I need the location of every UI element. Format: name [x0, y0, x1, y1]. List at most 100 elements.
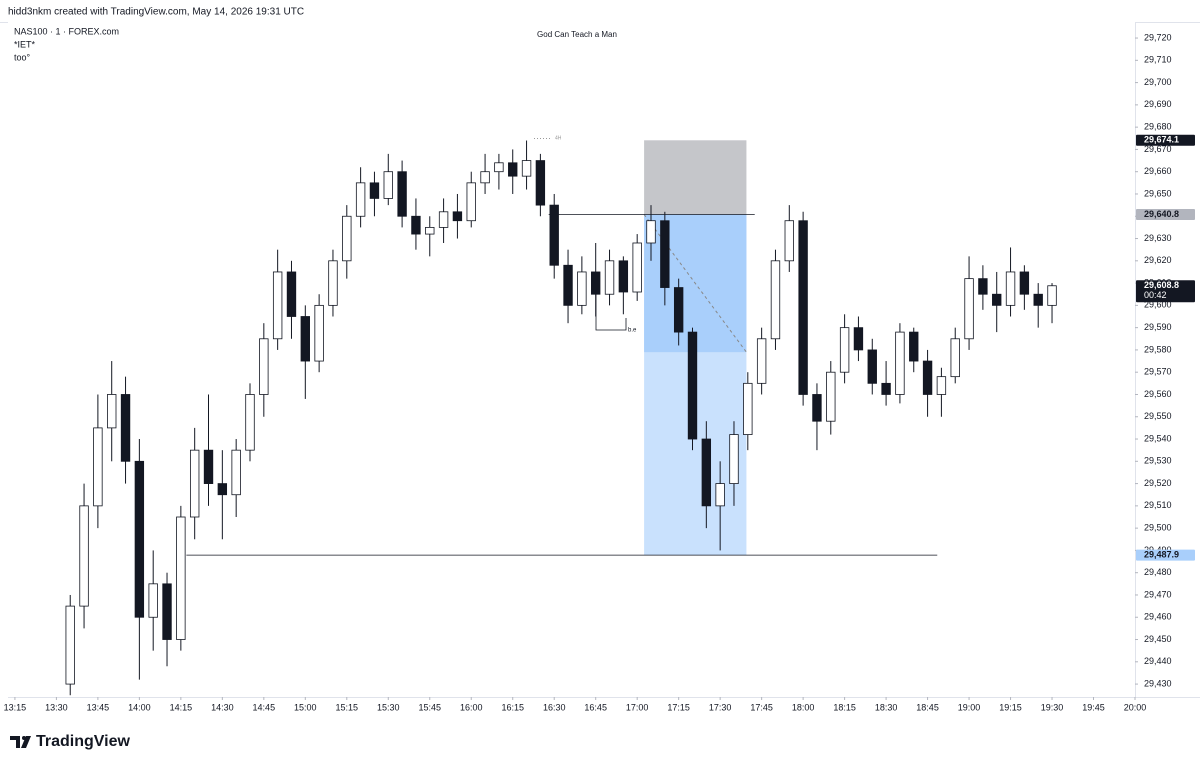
y-tick-label: 29,680	[1144, 122, 1172, 132]
y-tick-label: 29,570	[1144, 367, 1172, 377]
y-tick-label: 29,600	[1144, 300, 1172, 310]
candle-body	[673, 287, 684, 333]
y-tick-label: 29,550	[1144, 411, 1172, 421]
candle-body	[978, 278, 988, 295]
candle-body	[535, 160, 546, 206]
candle-body	[1047, 285, 1057, 306]
candle-body	[162, 583, 172, 640]
candle-body	[812, 394, 822, 422]
candle-body	[687, 331, 698, 440]
candle-body	[508, 162, 518, 177]
candle-body	[950, 338, 960, 378]
x-tick-label: 15:30	[377, 702, 400, 712]
legend-indicator: too°	[14, 52, 31, 62]
x-tick-label: 16:00	[460, 702, 483, 712]
x-tick-label: 19:15	[999, 702, 1022, 712]
y-tick-label: 29,630	[1144, 233, 1172, 243]
x-tick-label: 18:45	[916, 702, 939, 712]
candle-body	[328, 260, 338, 306]
x-tick-label: 16:30	[543, 702, 566, 712]
candle-body	[189, 449, 200, 518]
candle-body	[342, 215, 352, 262]
price-label-bg	[1136, 549, 1195, 561]
y-tick-label: 29,470	[1144, 589, 1172, 599]
candle-body	[79, 505, 89, 607]
candle-body	[148, 583, 158, 618]
y-tick-label: 29,500	[1144, 523, 1172, 533]
candle-body	[798, 220, 808, 395]
price-label-countdown: 00:42	[1144, 290, 1167, 300]
x-tick-label: 19:30	[1041, 702, 1064, 712]
candle-body	[397, 171, 407, 217]
x-tick-label: 15:15	[336, 702, 359, 712]
candle-body	[383, 171, 393, 199]
candle-body	[826, 371, 836, 422]
candle-body	[494, 162, 504, 173]
legend-symbol: NAS100 · 1 · FOREX.com	[14, 26, 119, 36]
candle-body	[881, 382, 891, 395]
y-tick-label: 29,710	[1144, 55, 1172, 65]
candle-body	[867, 349, 877, 384]
x-tick-label: 19:45	[1082, 702, 1105, 712]
candle-body	[438, 211, 449, 228]
x-tick-label: 16:45	[584, 702, 607, 712]
y-tick-label: 29,720	[1144, 32, 1172, 42]
be-bracket	[595, 290, 627, 331]
candle-body	[618, 260, 629, 293]
candle-body	[909, 331, 919, 362]
y-tick-label: 29,520	[1144, 478, 1172, 488]
candle-body	[715, 483, 725, 507]
plot-area	[8, 22, 1135, 697]
x-tick-label: 17:30	[709, 702, 732, 712]
candle-body	[314, 304, 324, 362]
x-tick-label: 18:30	[875, 702, 898, 712]
candle-body	[203, 449, 214, 484]
hh-label: 4H	[555, 135, 562, 141]
candle-body	[134, 460, 145, 618]
price-label: 29,608.8	[1144, 280, 1179, 290]
candle-body	[217, 483, 228, 496]
candle-body	[300, 316, 310, 362]
price-label-bg	[1136, 280, 1195, 303]
candle-body	[466, 182, 476, 222]
candle-body	[369, 182, 380, 199]
stop-zone	[644, 140, 747, 215]
candle-body	[853, 327, 864, 351]
candle-body	[549, 204, 559, 266]
candle-body	[93, 427, 103, 507]
marks	[65, 140, 1057, 696]
x-tick-label: 17:45	[750, 702, 773, 712]
candle-body	[646, 220, 656, 244]
y-tick-label: 29,580	[1144, 344, 1172, 354]
candle-body	[660, 220, 670, 288]
brand-logo	[10, 736, 31, 748]
brand: TradingView	[10, 733, 131, 750]
candle-body	[992, 293, 1002, 306]
price-label-bg	[1136, 208, 1195, 220]
progress-line	[643, 214, 747, 353]
x-tick-label: 13:45	[87, 702, 110, 712]
x-tick-label: 17:15	[667, 702, 690, 712]
candle-body	[1033, 293, 1043, 306]
y-tick-label: 29,450	[1144, 634, 1172, 644]
candle-body	[176, 516, 186, 640]
candle-body	[425, 226, 435, 235]
brand-logo-dot	[22, 736, 26, 740]
candle-body	[632, 242, 642, 293]
x-tick-label: 13:30	[45, 702, 68, 712]
candle-body	[245, 394, 255, 451]
candle-body	[756, 338, 767, 384]
candle-body	[272, 271, 283, 340]
x-tick-label: 13:15	[4, 702, 27, 712]
candle-body	[729, 434, 739, 484]
brand-name: TradingView	[36, 733, 131, 750]
price-label: 29,640.8	[1144, 209, 1179, 219]
candle-body	[743, 382, 753, 435]
candle-body	[411, 215, 421, 235]
y-tick-label: 29,660	[1144, 166, 1172, 176]
y-tick-label: 29,540	[1144, 433, 1172, 443]
candle-body	[286, 271, 297, 317]
candle-body	[259, 338, 269, 395]
candle-body	[895, 331, 905, 395]
candle-body	[1019, 271, 1030, 295]
